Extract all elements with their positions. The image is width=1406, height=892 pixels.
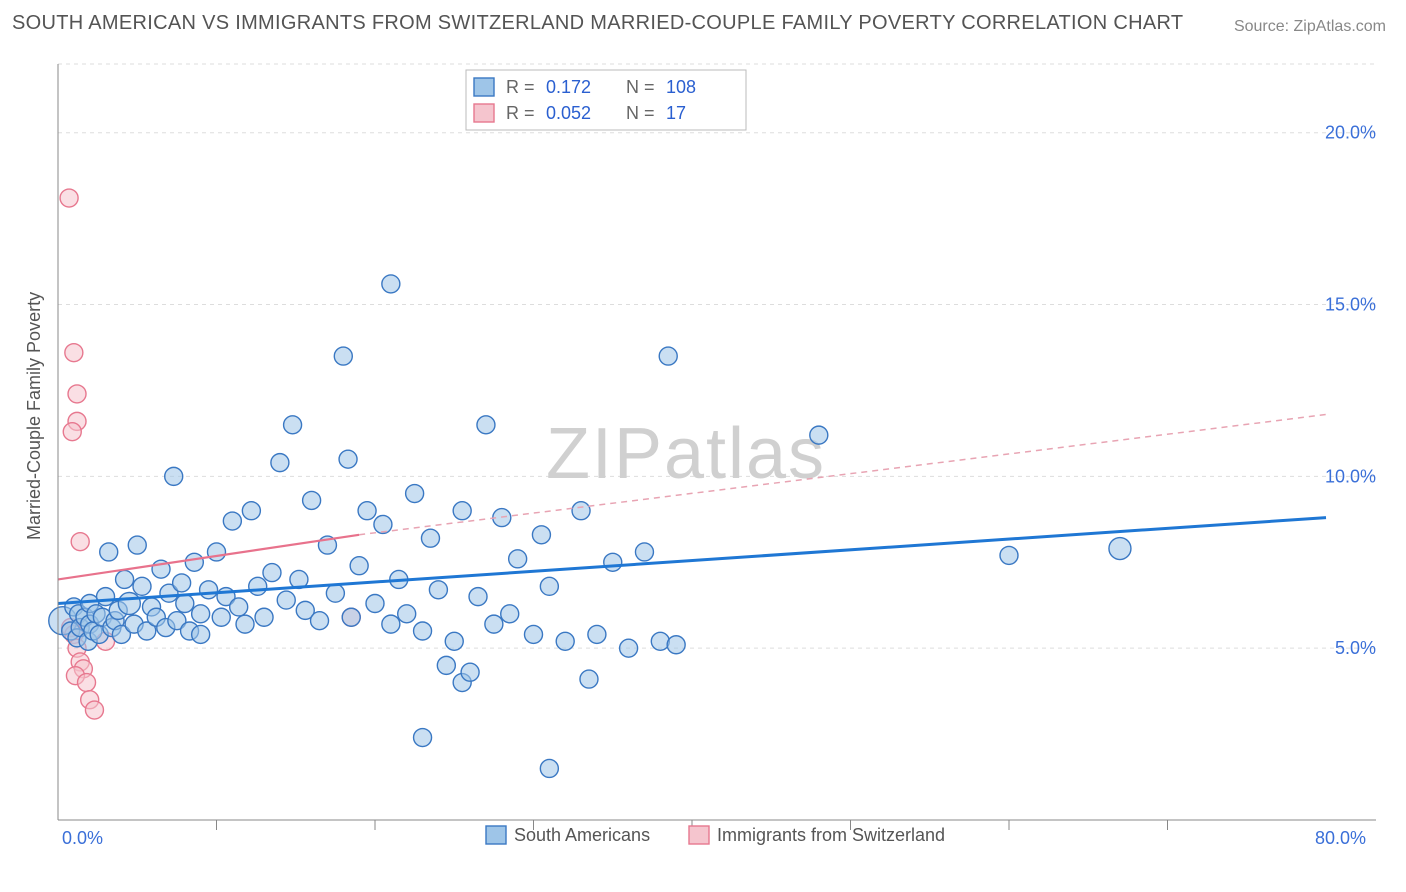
svg-text:N =: N = — [626, 103, 655, 123]
watermark: ZIPatlas — [546, 414, 826, 494]
chart-svg: ZIPatlas R = 0.172 N = 108 R = 0.052 N = 17 5.0… — [46, 58, 1386, 846]
svg-text:South Americans: South Americans — [514, 825, 650, 845]
legend-top: R = 0.172 N = 108 R = 0.052 N = 17 — [466, 70, 746, 130]
chart-title: SOUTH AMERICAN VS IMMIGRANTS FROM SWITZE… — [12, 12, 1183, 35]
svg-text:0.052: 0.052 — [546, 103, 591, 123]
legend-bottom: South Americans Immigrants from Switzerla… — [486, 825, 945, 845]
svg-text:R =: R = — [506, 77, 535, 97]
svg-text:108: 108 — [666, 77, 696, 97]
svg-text:15.0%: 15.0% — [1325, 295, 1376, 315]
svg-text:5.0%: 5.0% — [1335, 638, 1376, 658]
svg-text:20.0%: 20.0% — [1325, 123, 1376, 143]
svg-text:17: 17 — [666, 103, 686, 123]
svg-text:R =: R = — [506, 103, 535, 123]
source-label: Source: ZipAtlas.com — [1234, 18, 1386, 36]
plot-area: ZIPatlas R = 0.172 N = 108 R = 0.052 N = 17 5.0… — [46, 58, 1386, 846]
svg-text:0.172: 0.172 — [546, 77, 591, 97]
svg-text:0.0%: 0.0% — [62, 828, 103, 846]
svg-text:80.0%: 80.0% — [1315, 828, 1366, 846]
y-axis-label: Married-Couple Family Poverty — [24, 292, 45, 540]
svg-text:N =: N = — [626, 77, 655, 97]
svg-text:Immigrants from Switzerland: Immigrants from Switzerland — [717, 825, 945, 845]
svg-text:10.0%: 10.0% — [1325, 466, 1376, 486]
